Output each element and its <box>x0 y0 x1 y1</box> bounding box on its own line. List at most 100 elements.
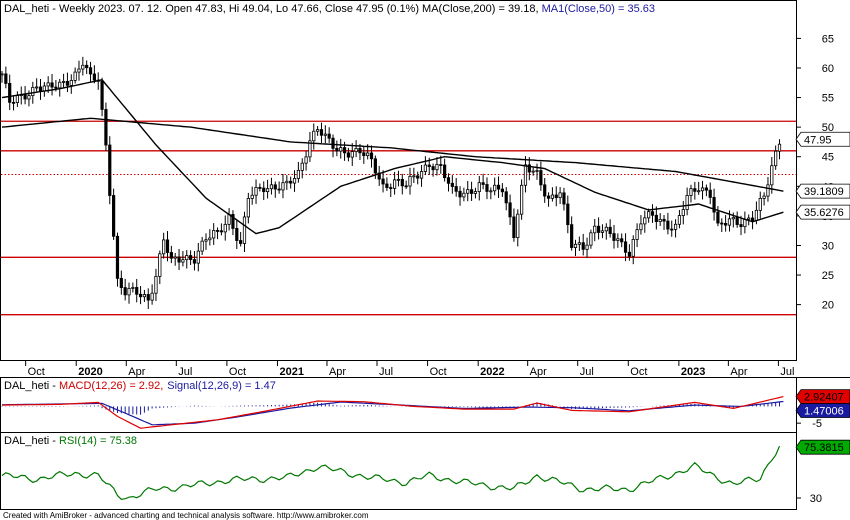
candle-body <box>373 158 377 174</box>
candle-body <box>235 228 239 241</box>
candle-body <box>215 230 220 232</box>
value-tag-label: 47.95 <box>804 134 832 146</box>
candle-body <box>546 195 551 199</box>
candle-body <box>131 287 135 289</box>
candle-body <box>466 189 470 194</box>
candle-body <box>23 94 27 100</box>
candle-body <box>647 211 651 219</box>
candle-body <box>354 148 358 153</box>
candle-body <box>516 213 520 239</box>
candle-body <box>623 241 628 253</box>
candle-body <box>635 229 639 240</box>
candle-body <box>196 250 200 264</box>
price-tick-label: 20 <box>822 300 834 312</box>
ma-line <box>1 117 784 192</box>
value-tag <box>795 439 850 455</box>
candle-body <box>250 194 254 199</box>
value-tag <box>795 403 850 418</box>
candle-body <box>4 73 8 84</box>
candle-body <box>677 215 682 225</box>
candle-body <box>119 277 123 288</box>
candle-body <box>550 194 555 199</box>
rsi-pane-title: DAL_heti - RSI(14) = 75.38 <box>4 435 137 447</box>
candle-body <box>573 243 578 248</box>
candle-body <box>27 95 31 100</box>
candle-body <box>0 73 4 76</box>
candle-body <box>281 182 285 191</box>
candle-body <box>369 152 374 160</box>
date-tick-label: Oct <box>630 366 647 378</box>
date-axis: Oct 2020 Apr Jul Oct 2021 Apr Jul Oct 2022 Apr Jul O… <box>25 361 794 378</box>
ma-line <box>1 79 784 235</box>
candle-body <box>50 82 54 88</box>
horizontal-lines <box>1 120 796 316</box>
macd-title-prefix: DAL_heti - <box>4 380 59 392</box>
candle-body <box>404 185 408 188</box>
ma50-title-text: MA1(Close,50) = 35.63 <box>542 3 655 15</box>
candle-body <box>308 140 312 158</box>
date-tick-label: Jul <box>379 366 393 378</box>
candle-body <box>127 287 131 296</box>
candle-body <box>685 195 689 211</box>
rsi-pane: 30 <box>1 445 822 505</box>
rsi-pane-frame <box>0 432 797 510</box>
date-tick-label: Apr <box>329 366 346 378</box>
moving-averages <box>1 79 784 235</box>
candle-body <box>65 81 70 86</box>
candle-body <box>58 81 62 89</box>
candle-body <box>38 86 43 92</box>
candle-body <box>720 222 724 225</box>
candle-body <box>631 239 635 257</box>
candle-body <box>731 216 735 220</box>
candle-body <box>254 187 258 196</box>
candle-body <box>73 71 77 81</box>
candle-body <box>8 83 12 103</box>
candle-body <box>762 195 766 199</box>
candle-body <box>570 224 574 248</box>
value-tag <box>795 183 850 199</box>
candle-body <box>300 162 304 171</box>
candle-body <box>450 182 454 187</box>
candle-body <box>31 87 35 97</box>
value-tag <box>795 389 850 405</box>
candle-body <box>639 223 643 231</box>
candle-body <box>192 259 197 264</box>
candle-body <box>389 187 393 189</box>
candle-body <box>493 184 497 192</box>
candle-body <box>443 164 447 179</box>
candle-body <box>581 242 585 250</box>
candle-body <box>312 130 316 142</box>
candle-body <box>539 170 543 186</box>
price-tick-label: 50 <box>822 122 834 134</box>
candle-body <box>724 222 728 226</box>
price-pane-title: DAL_heti - Weekly 2023. 07. 12. Open 47.… <box>4 3 655 15</box>
rsi-title-prefix: DAL_heti - <box>4 435 59 447</box>
date-tick-label: Apr <box>730 366 747 378</box>
candle-body <box>697 190 701 193</box>
candle-body <box>396 178 401 181</box>
candle-body <box>289 180 293 184</box>
candle-body <box>181 259 185 263</box>
candle-body <box>643 217 647 225</box>
macd-line <box>1 396 784 429</box>
candle-body <box>285 180 289 184</box>
date-tick-label: 2022 <box>480 366 504 378</box>
candle-body <box>704 187 708 191</box>
candle-body <box>427 164 431 167</box>
date-tick-label: 2023 <box>681 366 705 378</box>
candle-body <box>435 164 439 171</box>
candle-body <box>593 225 597 234</box>
footer-credit: Created with AmiBroker - advanced charti… <box>3 511 369 520</box>
date-tick-label: 2021 <box>279 366 303 378</box>
candle-body <box>200 240 204 252</box>
candle-body <box>689 188 693 196</box>
candle-body <box>115 235 120 279</box>
date-tick-label: 2020 <box>78 366 102 378</box>
candle-body <box>554 194 558 199</box>
candle-body <box>458 190 462 198</box>
candle-body <box>650 211 655 216</box>
candle-body <box>754 209 759 221</box>
candle-body <box>339 147 343 152</box>
